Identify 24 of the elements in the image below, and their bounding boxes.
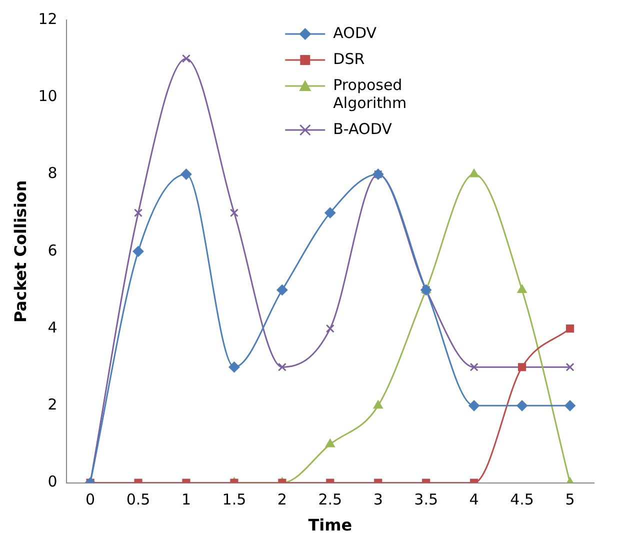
legend-label: Proposed Algorithm [333, 76, 407, 112]
x-tick-label: 4 [469, 490, 479, 509]
x-tick-label: 3.5 [414, 490, 438, 509]
x-tick-label: 1 [181, 490, 191, 509]
y-tick-label: 6 [48, 241, 58, 260]
x-tick-label: 0.5 [126, 490, 150, 509]
legend-label: DSR [333, 50, 365, 68]
y-tick-label: 10 [38, 87, 58, 106]
y-tick-label: 12 [38, 10, 58, 28]
x-tick-label: 2.5 [318, 490, 342, 509]
x-tick-label: 3 [373, 490, 383, 509]
y-tick-label: 0 [48, 472, 58, 491]
x-tick-label: 2 [277, 490, 287, 509]
x-tick-label: 5 [565, 490, 575, 509]
y-tick-label: 2 [48, 396, 58, 414]
x-tick-label: 4.5 [510, 490, 534, 509]
x-axis-title: Time [308, 516, 352, 535]
legend-label: AODV [333, 24, 378, 42]
x-tick-label: 1.5 [222, 490, 246, 509]
y-axis-title: Packet Collision [10, 180, 30, 323]
y-tick-label: 8 [48, 164, 58, 182]
y-tick-label: 4 [48, 318, 58, 336]
legend-label: B-AODV [333, 120, 393, 138]
x-tick-label: 0 [86, 490, 96, 509]
